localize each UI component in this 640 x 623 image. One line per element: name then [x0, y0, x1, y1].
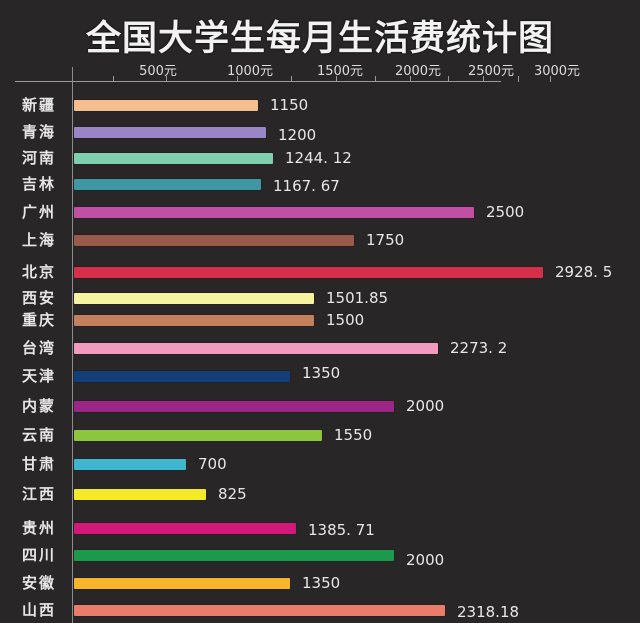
- category-label: 河南: [22, 149, 57, 167]
- category-label: 新疆: [22, 96, 57, 114]
- category-label: 广州: [22, 203, 57, 221]
- bar: [74, 315, 314, 326]
- bar: [74, 430, 322, 441]
- category-label: 安徽: [22, 574, 57, 592]
- value-label: 2000: [406, 551, 445, 569]
- bar: [74, 127, 266, 138]
- value-label: 1550: [334, 426, 373, 444]
- value-label: 1501.85: [326, 289, 389, 307]
- category-label: 吉林: [22, 175, 57, 193]
- bar: [74, 153, 273, 164]
- bar: [74, 179, 261, 190]
- chart-title: 全国大学生每月生活费统计图: [85, 19, 554, 59]
- value-label: 2318.18: [457, 603, 520, 621]
- category-label: 台湾: [22, 339, 57, 357]
- x-tick-label-2000: 2000元: [394, 64, 442, 79]
- bar: [74, 550, 394, 561]
- x-tick-minor: [448, 76, 449, 82]
- x-tick-minor: [237, 76, 238, 82]
- x-tick-minor: [410, 76, 411, 82]
- category-label: 山西: [22, 601, 57, 619]
- category-label: 西安: [22, 289, 57, 307]
- category-label: 四川: [22, 546, 57, 564]
- value-label: 2928. 5: [555, 263, 613, 281]
- category-label: 重庆: [22, 311, 57, 329]
- x-tick-minor: [518, 76, 519, 82]
- bar: [74, 343, 438, 354]
- category-label: 江西: [22, 485, 57, 503]
- x-tick-minor: [113, 76, 114, 82]
- bar: [74, 371, 290, 382]
- bar: [74, 489, 206, 500]
- value-label: 2273. 2: [450, 339, 508, 357]
- value-label: 1350: [302, 364, 341, 382]
- category-label: 青海: [22, 123, 57, 141]
- x-tick-minor: [483, 76, 484, 82]
- x-tick-label-2500: 2500元: [467, 64, 515, 79]
- bar: [74, 605, 445, 616]
- value-label: 1750: [366, 231, 405, 249]
- bar: [74, 207, 474, 218]
- x-tick-label-500: 500元: [139, 64, 177, 79]
- category-label: 北京: [22, 263, 57, 281]
- value-label: 1150: [270, 96, 309, 114]
- x-axis-line: [15, 81, 501, 82]
- category-label: 上海: [22, 231, 57, 249]
- bar: [74, 459, 186, 470]
- x-tick-label-3000: 3000元: [533, 64, 581, 79]
- x-tick-minor: [166, 76, 167, 82]
- value-label: 2000: [406, 397, 445, 415]
- category-label: 甘肃: [22, 455, 57, 473]
- x-tick-minor: [291, 76, 292, 82]
- category-label: 天津: [22, 367, 57, 385]
- x-tick-minor: [375, 76, 376, 82]
- y-axis-line: [72, 67, 73, 623]
- x-tick-label-1000: 1000元: [226, 64, 274, 79]
- value-label: 700: [198, 455, 227, 473]
- category-label: 贵州: [22, 519, 57, 537]
- category-label: 云南: [22, 426, 57, 444]
- value-label: 825: [218, 485, 247, 503]
- x-tick-minor: [336, 76, 337, 82]
- value-label: 1385. 71: [308, 521, 375, 539]
- bar: [74, 267, 543, 278]
- bar: [74, 293, 314, 304]
- value-label: 1500: [326, 311, 365, 329]
- value-label: 1200: [278, 126, 317, 144]
- value-label: 1350: [302, 574, 341, 592]
- bar: [74, 578, 290, 589]
- value-label: 1244. 12: [285, 149, 352, 167]
- bar: [74, 401, 394, 412]
- bar: [74, 235, 354, 246]
- category-label: 内蒙: [22, 397, 57, 415]
- x-tick-label-1500: 1500元: [316, 64, 364, 79]
- bar: [74, 100, 258, 111]
- bar: [74, 523, 296, 534]
- value-label: 1167. 67: [273, 177, 340, 195]
- x-tick-minor: [550, 76, 551, 82]
- value-label: 2500: [486, 203, 525, 221]
